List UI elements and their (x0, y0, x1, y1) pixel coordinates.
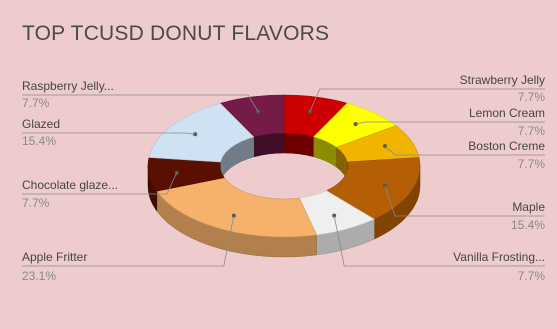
leader-line-apple-fritter (22, 215, 235, 267)
slice-percent-maple: 15.4% (511, 218, 545, 232)
slice-inner-wall-strawberry-jelly (283, 132, 314, 158)
slice-label-lemon-cream: Lemon Cream (469, 106, 545, 120)
leader-line-chocolate-glaze (22, 172, 178, 195)
slice-apple-fritter (156, 177, 317, 238)
leader-line-strawberry-jelly (309, 88, 545, 112)
slice-label-maple: Maple (512, 200, 545, 214)
slice-label-strawberry-jelly: Strawberry Jelly (460, 73, 545, 87)
leader-line-raspberry-jelly (22, 94, 259, 112)
slice-percent-strawberry-jelly: 7.7% (518, 90, 546, 104)
slice-percent-chocolate-glaze: 7.7% (22, 196, 50, 210)
leader-line-maple (384, 185, 545, 217)
leader-line-boston-creme (384, 145, 545, 156)
leader-line-glazed (22, 132, 196, 135)
slice-raspberry-jelly (220, 94, 285, 138)
leader-line-lemon-cream (355, 121, 545, 125)
donut-top-layer (147, 94, 421, 238)
slice-percent-apple-fritter: 23.1% (22, 269, 56, 283)
slice-label-boston-creme: Boston Creme (468, 139, 545, 153)
slice-label-raspberry-jelly: Raspberry Jelly... (22, 79, 114, 93)
slice-label-glazed: Glazed (22, 117, 60, 131)
chart-title: TOP TCUSD DONUT FLAVORS (22, 22, 330, 45)
slice-percent-vanilla-frosting: 7.7% (518, 269, 546, 283)
slice-percent-lemon-cream: 7.7% (518, 124, 546, 138)
slice-label-apple-fritter: Apple Fritter (22, 250, 87, 264)
slice-percent-boston-creme: 7.7% (518, 157, 546, 171)
slice-label-chocolate-glaze: Chocolate glaze... (22, 178, 118, 192)
leader-line-vanilla-frosting (333, 215, 545, 267)
slice-percent-raspberry-jelly: 7.7% (22, 96, 50, 110)
slice-percent-glazed: 15.4% (22, 134, 56, 148)
slice-label-vanilla-frosting: Vanilla Frosting... (453, 250, 545, 264)
slice-inner-wall-raspberry-jelly (254, 132, 285, 158)
